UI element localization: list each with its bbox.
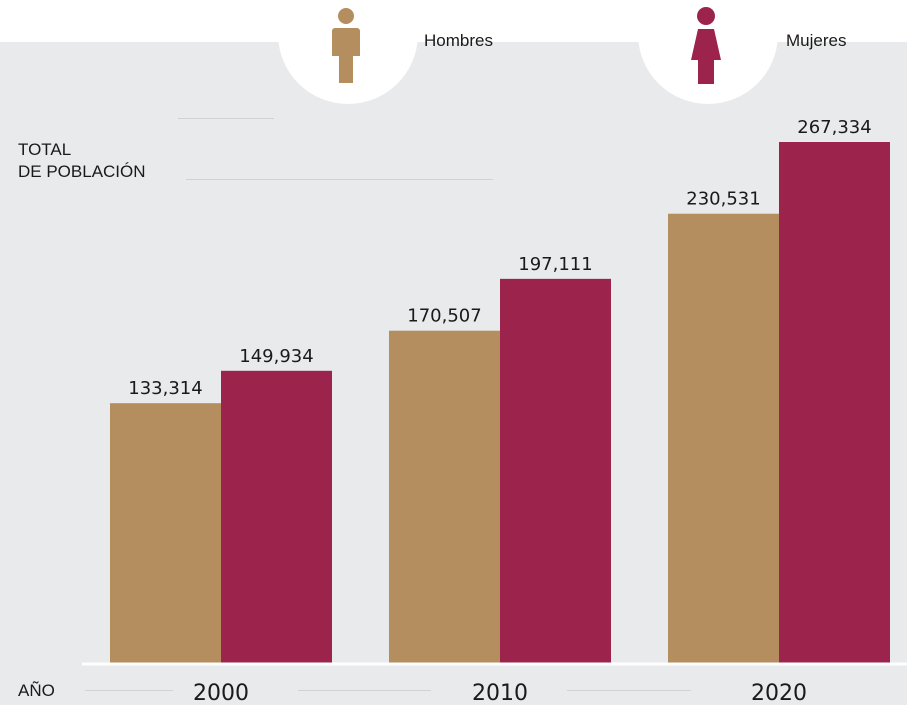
category-label-2020: 2020 [751,681,807,705]
decorative-line [178,118,274,119]
legend-women-label: Mujeres [786,31,847,50]
category-label-2010: 2010 [472,681,528,705]
x-axis-title: AÑO [18,681,55,700]
y-axis-title: TOTAL DE POBLACIÓN [18,139,146,183]
man-icon [332,8,360,83]
value-label-women-2010: 197,111 [518,254,592,275]
bar-women-2000 [221,370,332,663]
value-label-women-2020: 267,334 [797,117,871,138]
woman-icon [691,7,721,84]
decorative-line [298,690,431,691]
value-label-men-2000: 133,314 [128,378,202,399]
value-label-women-2000: 149,934 [239,346,313,367]
decorative-line [85,690,173,691]
category-label-2000: 2000 [193,681,249,705]
bar-men-2010 [389,330,500,663]
decorative-line [186,179,493,180]
bar-women-2020 [779,142,890,663]
bar-men-2000 [110,403,221,663]
y-axis-title-line2: DE POBLACIÓN [18,162,146,181]
y-axis-title-line1: TOTAL [18,140,72,159]
decorative-line [567,690,691,691]
value-label-men-2010: 170,507 [407,306,481,327]
legend-men-label: Hombres [424,31,493,50]
value-label-men-2020: 230,531 [686,189,760,210]
bar-women-2010 [500,278,611,663]
bar-men-2020 [668,213,779,663]
